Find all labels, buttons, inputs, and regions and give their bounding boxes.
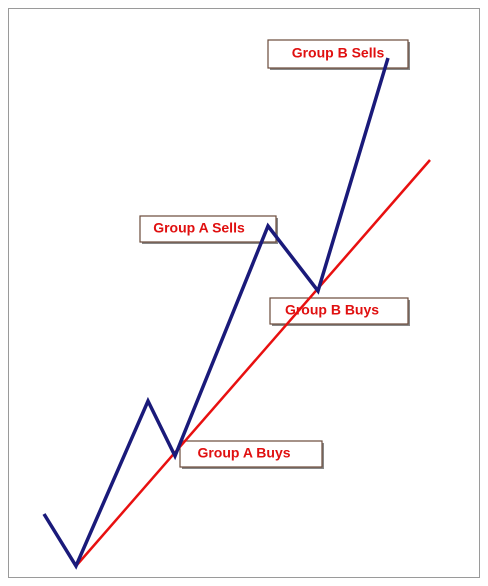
trend-line (75, 159, 431, 567)
label-box: Group A Sells (139, 215, 278, 244)
label-box: Group B Buys (269, 297, 410, 326)
label: Group A Sells (153, 220, 245, 236)
label-box: Group A Buys (179, 440, 324, 469)
box (269, 297, 409, 325)
price-path (42, 57, 390, 570)
label: Group B Sells (292, 45, 385, 61)
label-box: Group B Sells (267, 39, 410, 70)
label: Group A Buys (197, 445, 290, 461)
label: Group B Buys (285, 302, 379, 318)
box (139, 215, 277, 243)
box (179, 440, 323, 468)
frame (8, 8, 480, 578)
